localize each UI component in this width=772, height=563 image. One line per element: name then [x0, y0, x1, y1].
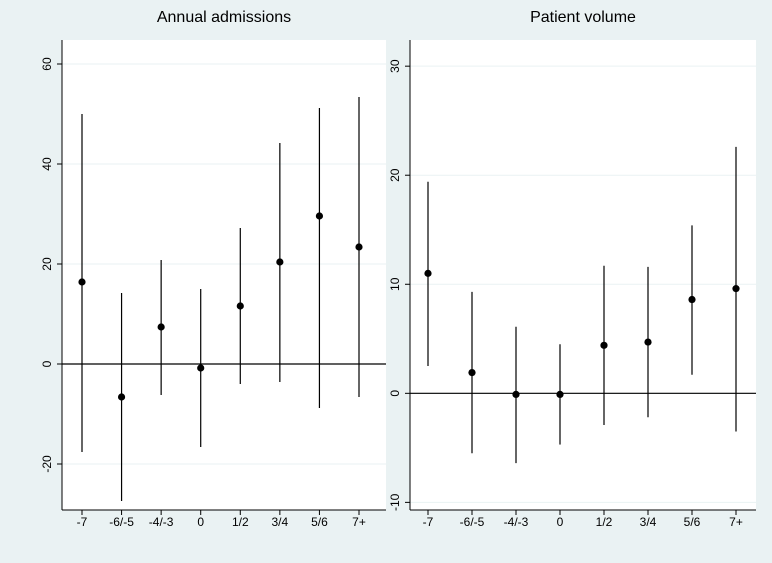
point [644, 338, 652, 346]
x-tick-label: -6/-5 [460, 515, 485, 529]
point [424, 269, 432, 277]
point [512, 390, 520, 399]
x-tick-label: 0 [557, 515, 564, 529]
y-tick-label: 40 [40, 157, 54, 171]
x-tick-label: 7+ [352, 515, 366, 529]
chart-title: Annual admissions [157, 9, 291, 26]
point [556, 390, 564, 399]
plot-area [410, 40, 756, 510]
x-tick-label: -7 [77, 515, 88, 529]
x-tick-label: 5/6 [311, 515, 328, 529]
x-tick-label: -4/-3 [149, 515, 174, 529]
point [468, 368, 476, 377]
chart-title: Patient volume [530, 9, 636, 26]
y-tick-label: -10 [388, 493, 402, 511]
point [117, 393, 126, 401]
y-tick-label: 20 [40, 257, 54, 271]
x-tick-label: -4/-3 [504, 515, 529, 529]
x-tick-label: -7 [423, 515, 434, 529]
point [732, 285, 740, 293]
point [236, 302, 244, 310]
point [600, 341, 608, 349]
y-tick-label: 10 [388, 277, 402, 291]
y-tick-label: 0 [388, 390, 402, 397]
point [315, 212, 324, 220]
point [157, 323, 165, 331]
x-tick-label: 1/2 [232, 515, 249, 529]
point [197, 364, 205, 372]
point [688, 295, 696, 304]
y-tick-label: 0 [40, 360, 54, 367]
x-tick-label: 3/4 [272, 515, 289, 529]
point [276, 258, 284, 266]
x-tick-label: 0 [197, 515, 204, 529]
x-tick-label: 1/2 [596, 515, 613, 529]
x-tick-label: 7+ [729, 515, 743, 529]
point [355, 243, 363, 251]
point [78, 278, 86, 286]
x-tick-label: -6/-5 [109, 515, 134, 529]
y-tick-label: -20 [40, 455, 54, 473]
y-tick-label: 20 [388, 168, 402, 182]
plot-area [62, 40, 386, 510]
y-tick-label: 60 [40, 57, 54, 71]
x-tick-label: 5/6 [684, 515, 701, 529]
y-tick-label: 30 [388, 59, 402, 73]
x-tick-label: 3/4 [640, 515, 657, 529]
